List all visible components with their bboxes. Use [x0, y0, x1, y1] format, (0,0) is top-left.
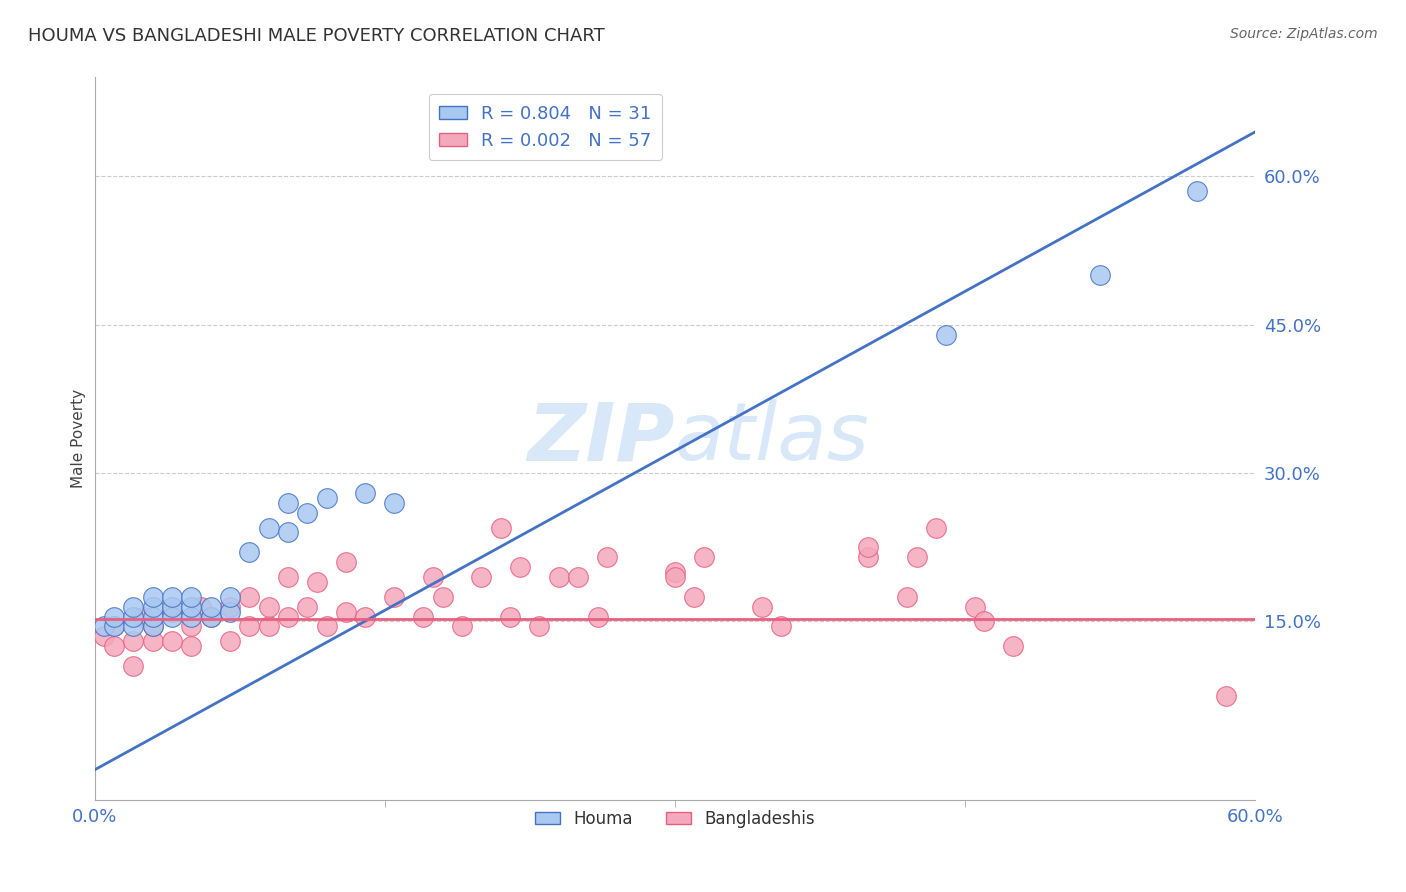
Bangladeshis [190, 599, 212, 614]
Bangladeshis [925, 520, 948, 534]
Bangladeshis [770, 619, 793, 633]
Houma [142, 599, 165, 614]
Bangladeshis [160, 634, 183, 648]
Bangladeshis [509, 560, 531, 574]
Bangladeshis [1215, 689, 1237, 703]
Houma [122, 619, 145, 633]
Bangladeshis [335, 555, 357, 569]
Bangladeshis [1002, 639, 1025, 653]
Bangladeshis [103, 619, 125, 633]
Bangladeshis [297, 599, 319, 614]
Houma [180, 599, 202, 614]
Houma [219, 605, 242, 619]
Bangladeshis [219, 634, 242, 648]
Bangladeshis [257, 599, 280, 614]
Houma [142, 590, 165, 604]
Houma [219, 590, 242, 604]
Bangladeshis [664, 565, 686, 579]
Bangladeshis [451, 619, 474, 633]
Houma [277, 496, 299, 510]
Bangladeshis [160, 605, 183, 619]
Y-axis label: Male Poverty: Male Poverty [72, 389, 86, 488]
Bangladeshis [93, 629, 115, 643]
Text: atlas: atlas [675, 400, 870, 477]
Bangladeshis [422, 570, 444, 584]
Houma [180, 609, 202, 624]
Bangladeshis [132, 609, 155, 624]
Bangladeshis [489, 520, 512, 534]
Bangladeshis [180, 639, 202, 653]
Bangladeshis [596, 550, 619, 565]
Text: Source: ZipAtlas.com: Source: ZipAtlas.com [1230, 27, 1378, 41]
Houma [200, 609, 222, 624]
Bangladeshis [693, 550, 716, 565]
Houma [297, 506, 319, 520]
Bangladeshis [180, 619, 202, 633]
Bangladeshis [470, 570, 492, 584]
Bangladeshis [567, 570, 589, 584]
Houma [935, 327, 957, 342]
Bangladeshis [238, 590, 260, 604]
Bangladeshis [335, 605, 357, 619]
Houma [122, 599, 145, 614]
Bangladeshis [973, 615, 995, 629]
Bangladeshis [122, 634, 145, 648]
Bangladeshis [683, 590, 706, 604]
Houma [1090, 268, 1112, 283]
Text: HOUMA VS BANGLADESHI MALE POVERTY CORRELATION CHART: HOUMA VS BANGLADESHI MALE POVERTY CORREL… [28, 27, 605, 45]
Houma [103, 609, 125, 624]
Bangladeshis [142, 634, 165, 648]
Bangladeshis [896, 590, 918, 604]
Bangladeshis [142, 619, 165, 633]
Legend: Houma, Bangladeshis: Houma, Bangladeshis [529, 803, 821, 835]
Houma [160, 599, 183, 614]
Bangladeshis [664, 570, 686, 584]
Houma [257, 520, 280, 534]
Bangladeshis [547, 570, 569, 584]
Bangladeshis [384, 590, 406, 604]
Bangladeshis [238, 619, 260, 633]
Houma [142, 619, 165, 633]
Houma [93, 619, 115, 633]
Bangladeshis [305, 574, 328, 589]
Bangladeshis [858, 550, 880, 565]
Houma [354, 486, 377, 500]
Bangladeshis [858, 541, 880, 555]
Bangladeshis [529, 619, 551, 633]
Bangladeshis [122, 659, 145, 673]
Bangladeshis [432, 590, 454, 604]
Houma [1185, 184, 1208, 198]
Houma [277, 525, 299, 540]
Bangladeshis [586, 609, 609, 624]
Houma [315, 491, 337, 505]
Bangladeshis [200, 609, 222, 624]
Bangladeshis [103, 639, 125, 653]
Houma [160, 590, 183, 604]
Bangladeshis [277, 609, 299, 624]
Bangladeshis [499, 609, 522, 624]
Houma [142, 609, 165, 624]
Houma [160, 609, 183, 624]
Bangladeshis [412, 609, 434, 624]
Text: ZIP: ZIP [527, 400, 675, 477]
Houma [384, 496, 406, 510]
Houma [238, 545, 260, 559]
Bangladeshis [905, 550, 928, 565]
Bangladeshis [354, 609, 377, 624]
Bangladeshis [219, 599, 242, 614]
Bangladeshis [751, 599, 773, 614]
Bangladeshis [257, 619, 280, 633]
Houma [103, 619, 125, 633]
Bangladeshis [315, 619, 337, 633]
Bangladeshis [277, 570, 299, 584]
Houma [122, 609, 145, 624]
Houma [180, 590, 202, 604]
Bangladeshis [963, 599, 986, 614]
Houma [200, 599, 222, 614]
